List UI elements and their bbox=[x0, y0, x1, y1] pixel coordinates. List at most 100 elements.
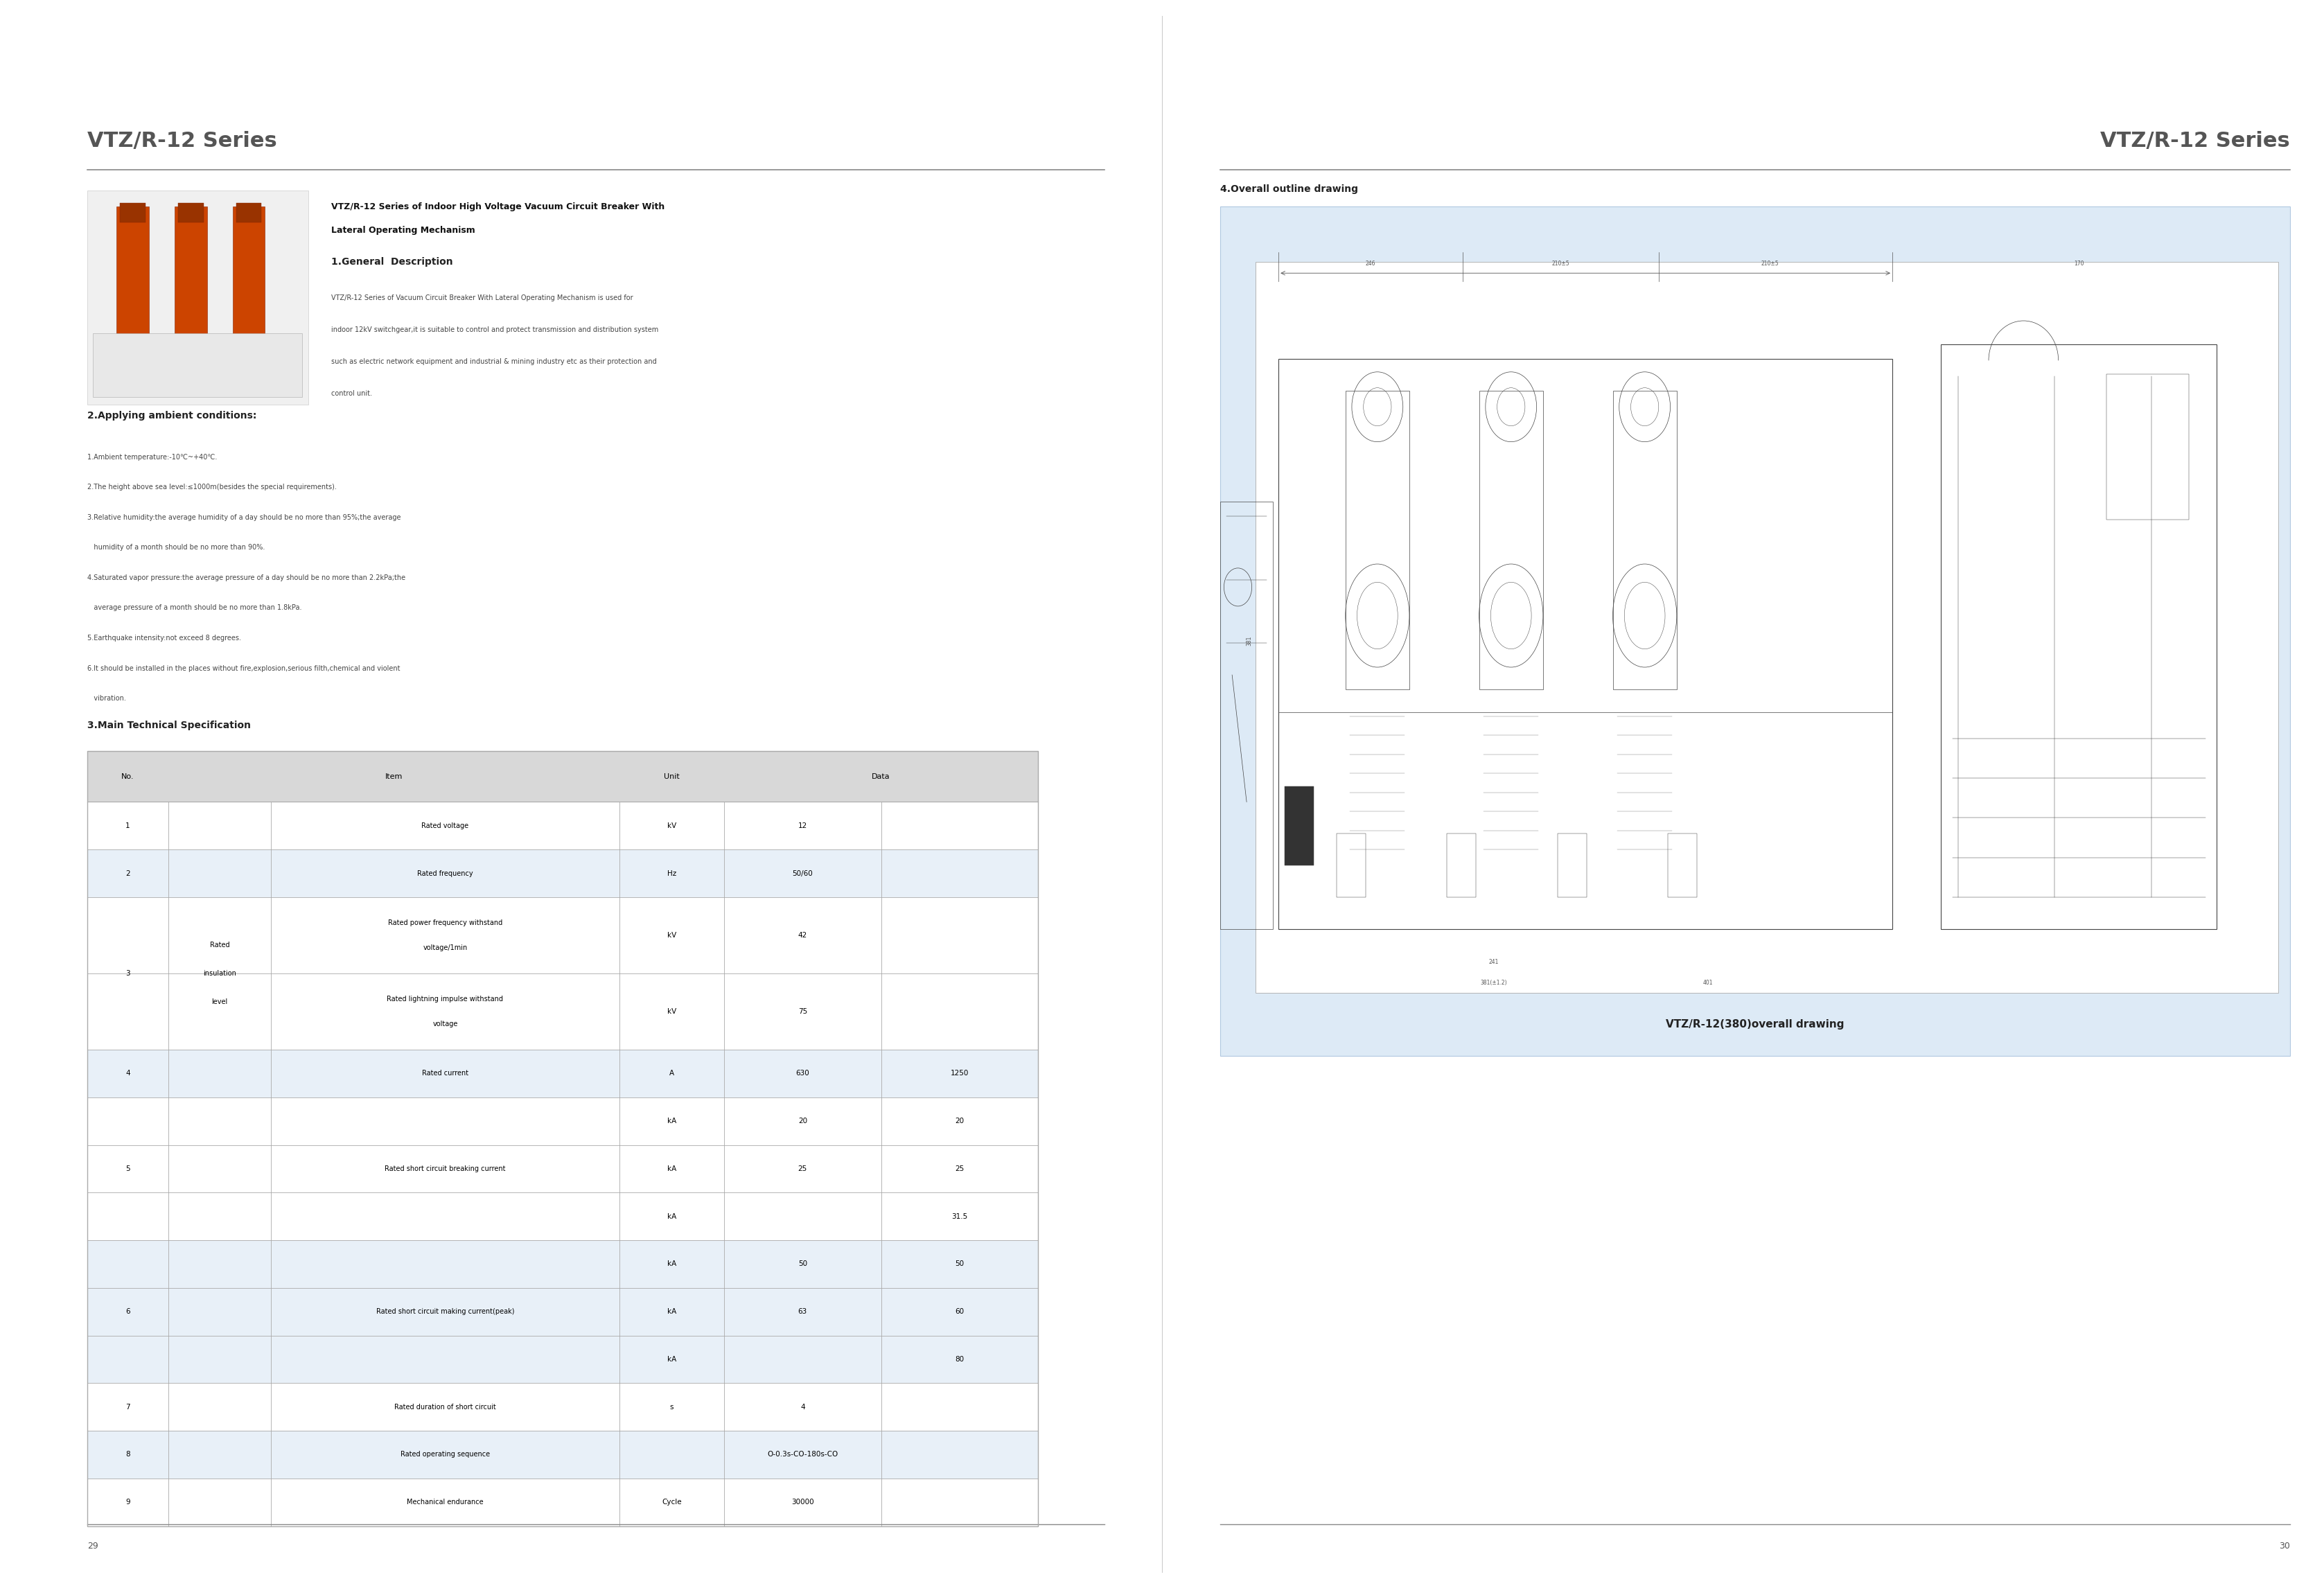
Text: Cycle: Cycle bbox=[662, 1499, 681, 1505]
Bar bbox=[1255, 262, 2278, 993]
Text: 25: 25 bbox=[797, 1166, 806, 1172]
Bar bbox=[91, 1291, 165, 1332]
Bar bbox=[232, 206, 265, 341]
Text: 12: 12 bbox=[797, 823, 806, 829]
Text: 381: 381 bbox=[1246, 635, 1253, 645]
Text: 63: 63 bbox=[797, 1309, 806, 1315]
Text: kA: kA bbox=[667, 1356, 676, 1363]
Text: Lateral Operating Mechanism: Lateral Operating Mechanism bbox=[332, 225, 474, 235]
Bar bbox=[93, 333, 302, 397]
Bar bbox=[91, 1196, 165, 1237]
Text: 2.Applying ambient conditions:: 2.Applying ambient conditions: bbox=[88, 411, 256, 421]
Text: average pressure of a month should be no more than 1.8kPa.: average pressure of a month should be no… bbox=[88, 605, 302, 611]
Bar bbox=[88, 1050, 1039, 1097]
Bar bbox=[88, 973, 1039, 1050]
Text: VTZ/R-12 Series: VTZ/R-12 Series bbox=[88, 130, 277, 151]
Bar bbox=[274, 1291, 616, 1332]
Text: kA: kA bbox=[667, 1213, 676, 1220]
Text: voltage: voltage bbox=[432, 1021, 458, 1027]
Text: 7: 7 bbox=[125, 1404, 130, 1410]
Bar bbox=[274, 1339, 616, 1380]
Bar bbox=[91, 1148, 165, 1189]
Text: Rated power frequency withstand: Rated power frequency withstand bbox=[388, 919, 502, 926]
Text: 210±5: 210±5 bbox=[1759, 260, 1778, 267]
Text: 1250: 1250 bbox=[951, 1070, 969, 1077]
Text: 80: 80 bbox=[955, 1356, 964, 1363]
Bar bbox=[1278, 359, 1892, 929]
Bar bbox=[172, 977, 267, 1046]
Text: 1.General  Description: 1.General Description bbox=[332, 257, 453, 267]
Text: Rated frequency: Rated frequency bbox=[416, 870, 474, 877]
Bar bbox=[237, 203, 260, 222]
Text: kA: kA bbox=[667, 1261, 676, 1267]
Text: Rated: Rated bbox=[209, 942, 230, 948]
Text: 246: 246 bbox=[1364, 260, 1376, 267]
Bar bbox=[88, 1478, 1039, 1526]
Text: Rated duration of short circuit: Rated duration of short circuit bbox=[395, 1404, 495, 1410]
Bar bbox=[1346, 391, 1408, 689]
Text: such as electric network equipment and industrial & mining industry etc as their: such as electric network equipment and i… bbox=[332, 359, 658, 365]
Bar bbox=[88, 1431, 1039, 1478]
Bar bbox=[91, 977, 165, 1046]
Bar bbox=[88, 751, 1039, 802]
Text: 50/60: 50/60 bbox=[792, 870, 813, 877]
Bar bbox=[1478, 391, 1543, 689]
Text: Unit: Unit bbox=[665, 773, 679, 780]
Text: 50: 50 bbox=[955, 1261, 964, 1267]
Text: 20: 20 bbox=[955, 1118, 964, 1124]
Bar bbox=[88, 751, 1039, 1526]
Text: insulation: insulation bbox=[202, 970, 237, 977]
Text: kA: kA bbox=[667, 1166, 676, 1172]
Text: 50: 50 bbox=[797, 1261, 806, 1267]
Bar bbox=[274, 1196, 616, 1237]
Bar bbox=[88, 1240, 1039, 1288]
Text: Mechanical endurance: Mechanical endurance bbox=[407, 1499, 483, 1505]
Bar bbox=[1283, 786, 1313, 865]
Text: level: level bbox=[211, 999, 228, 1005]
Bar bbox=[179, 203, 205, 222]
Text: 25: 25 bbox=[955, 1166, 964, 1172]
Text: kV: kV bbox=[667, 932, 676, 939]
Text: 2.The height above sea level:≤1000m(besides the special requirements).: 2.The height above sea level:≤1000m(besi… bbox=[88, 484, 337, 491]
Text: Hz: Hz bbox=[667, 870, 676, 877]
Bar bbox=[88, 191, 307, 405]
Text: kV: kV bbox=[667, 1008, 676, 1015]
Text: indoor 12kV switchgear,it is suitable to control and protect transmission and di: indoor 12kV switchgear,it is suitable to… bbox=[332, 327, 658, 333]
Text: 4.Overall outline drawing: 4.Overall outline drawing bbox=[1220, 184, 1357, 194]
Text: kA: kA bbox=[667, 1118, 676, 1124]
Text: 630: 630 bbox=[795, 1070, 809, 1077]
Bar bbox=[1613, 391, 1676, 689]
Text: 8: 8 bbox=[125, 1451, 130, 1458]
Text: Rated short circuit breaking current: Rated short circuit breaking current bbox=[383, 1166, 507, 1172]
Text: 4.Saturated vapor pressure:the average pressure of a day should be no more than : 4.Saturated vapor pressure:the average p… bbox=[88, 575, 404, 581]
Text: 4: 4 bbox=[799, 1404, 804, 1410]
Text: humidity of a month should be no more than 90%.: humidity of a month should be no more th… bbox=[88, 545, 265, 551]
Text: control unit.: control unit. bbox=[332, 391, 372, 397]
Text: VTZ/R-12(380)overall drawing: VTZ/R-12(380)overall drawing bbox=[1666, 1019, 1843, 1029]
Text: kV: kV bbox=[667, 823, 676, 829]
Bar bbox=[1669, 834, 1697, 897]
Text: 210±5: 210±5 bbox=[1552, 260, 1569, 267]
Text: 60: 60 bbox=[955, 1309, 964, 1315]
Text: A: A bbox=[669, 1070, 674, 1077]
Text: 5: 5 bbox=[125, 1166, 130, 1172]
Text: Data: Data bbox=[871, 773, 890, 780]
Text: 29: 29 bbox=[88, 1542, 98, 1550]
Bar bbox=[88, 1383, 1039, 1431]
Text: 42: 42 bbox=[797, 932, 806, 939]
Text: 20: 20 bbox=[797, 1118, 806, 1124]
Text: 2: 2 bbox=[125, 870, 130, 877]
Text: Rated current: Rated current bbox=[421, 1070, 469, 1077]
Bar bbox=[121, 203, 144, 222]
Text: VTZ/R-12 Series: VTZ/R-12 Series bbox=[2099, 130, 2289, 151]
Text: 381(±1.2): 381(±1.2) bbox=[1480, 980, 1506, 986]
Bar bbox=[2106, 373, 2189, 519]
Text: Item: Item bbox=[386, 773, 402, 780]
Bar bbox=[88, 802, 1039, 850]
Bar bbox=[1220, 502, 1274, 929]
Bar bbox=[1446, 834, 1476, 897]
Text: 4: 4 bbox=[125, 1070, 130, 1077]
Text: 75: 75 bbox=[797, 1008, 806, 1015]
Bar bbox=[88, 1336, 1039, 1383]
Bar bbox=[88, 1145, 1039, 1193]
